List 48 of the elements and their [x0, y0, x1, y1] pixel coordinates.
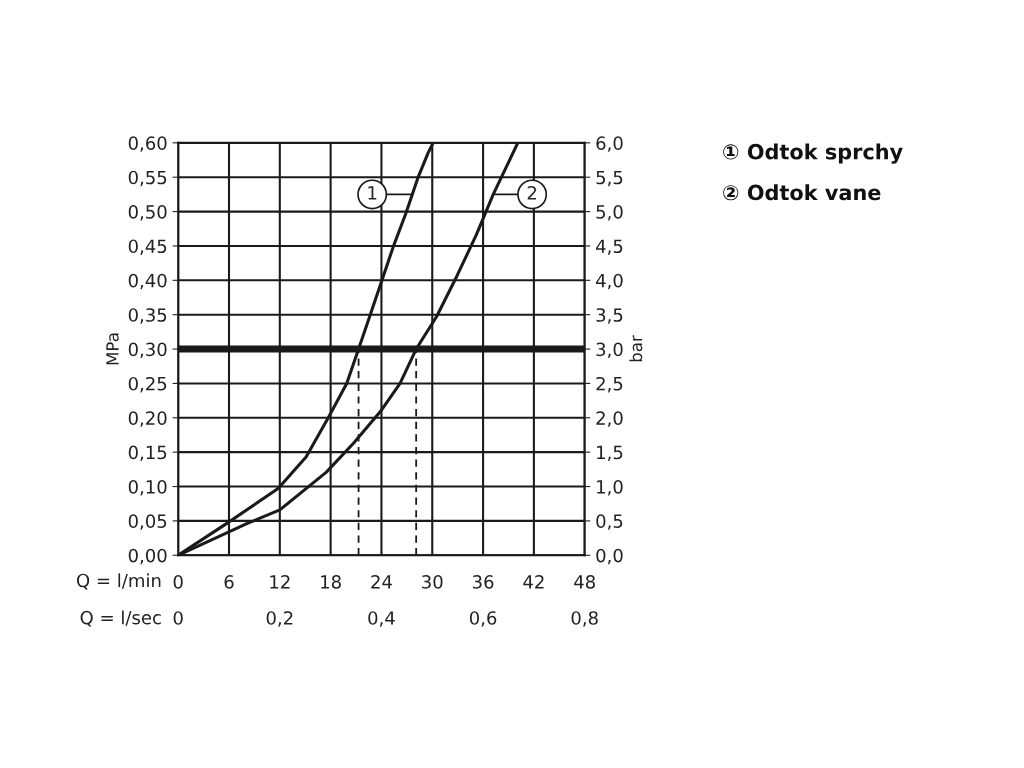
y2-tick-label: 0,5	[596, 514, 623, 530]
x-tick-label: 42	[523, 575, 544, 589]
y-tick-label: 0,25	[128, 376, 167, 393]
y-tick-label: 0,10	[128, 479, 167, 496]
y2-tick-label: 4,0	[596, 273, 623, 290]
y-tick-label: 0,45	[128, 239, 167, 255]
x-axis-title: Q = l/min	[76, 573, 161, 590]
y2-tick-label: 4,5	[596, 239, 623, 255]
y-tick-label: 0,55	[128, 170, 167, 187]
y2-tick-label: 2,5	[596, 376, 623, 393]
x-tick-label: 36	[472, 575, 494, 589]
y-tick-label: 0,15	[128, 445, 167, 462]
y-tick-label: 0,40	[128, 273, 167, 290]
y-tick-label: 0,00	[128, 548, 167, 565]
x2-axis-title: Q = l/sec	[80, 610, 161, 627]
y2-tick-label: 3,5	[596, 308, 623, 324]
x2-tick-label: 0,2	[266, 611, 293, 627]
x-tick-label: 48	[574, 575, 595, 589]
x2-tick-label: 0,4	[368, 611, 395, 627]
x-tick-label: 6	[224, 575, 234, 589]
y2-tick-label: 1,5	[597, 445, 623, 462]
y-tick-label: 0,50	[128, 205, 167, 221]
x-tick-label: 0	[173, 575, 183, 589]
text: ② Odtok vane	[723, 184, 881, 201]
annotation: 2	[527, 185, 537, 200]
x-tick-label: 18	[321, 575, 341, 589]
y2-tick-label: 0,0	[596, 548, 623, 565]
y-tick-label: 0,60	[128, 136, 167, 152]
x-tick-label: 12	[270, 575, 290, 589]
y-tick-label: 0,30	[128, 342, 167, 359]
y-tick-label: 0,20	[128, 411, 167, 427]
y2-axis-title: bar	[629, 335, 643, 362]
y2-tick-label: 5,5	[596, 170, 623, 187]
x2-tick-label: 0,8	[571, 611, 598, 627]
x2-tick-label: 0	[173, 611, 183, 625]
x-tick-label: 30	[422, 575, 443, 589]
y-tick-label: 0,35	[128, 308, 167, 324]
text: ① Odtok sprchy	[723, 143, 903, 164]
x2-tick-label: 0,6	[469, 611, 497, 627]
y-tick-label: 0,05	[128, 514, 167, 530]
y2-tick-label: 6,0	[596, 136, 623, 152]
annotation: 1	[368, 186, 377, 200]
x-tick-label: 24	[371, 575, 392, 589]
y2-tick-label: 1,0	[597, 479, 623, 496]
y2-tick-label: 3,0	[596, 342, 623, 359]
y2-tick-label: 5,0	[596, 205, 623, 221]
y2-tick-label: 2,0	[596, 411, 623, 427]
y-axis-title: MPa	[106, 333, 119, 365]
